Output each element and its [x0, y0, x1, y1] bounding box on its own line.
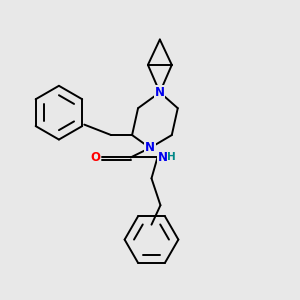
- Text: N: N: [158, 151, 168, 164]
- Text: O: O: [91, 151, 101, 164]
- Text: N: N: [145, 141, 155, 154]
- Text: H: H: [167, 152, 176, 162]
- Text: N: N: [155, 86, 165, 99]
